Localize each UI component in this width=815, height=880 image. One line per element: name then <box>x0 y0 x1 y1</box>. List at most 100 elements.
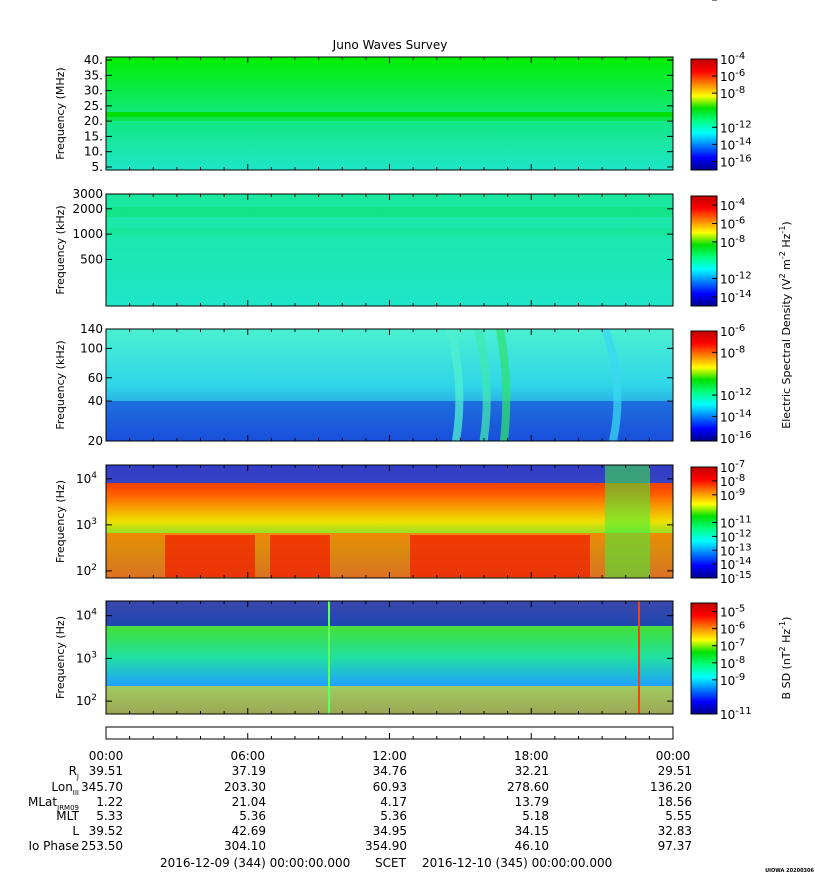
ephemeris-value: 60.93 <box>373 780 407 794</box>
panel-3: 140 100 60 40 20 Frequency (kHz) <box>54 322 674 448</box>
y-tick-label: 25. <box>84 99 103 113</box>
chart-title: Juno Waves Survey <box>332 38 448 52</box>
y-tick-label: 60 <box>88 371 103 385</box>
ephemeris-value: 5.55 <box>665 809 692 823</box>
colorbar-label-upper: Electric Spectral Density (V2 m-2 Hz-1) <box>778 221 793 428</box>
footer-stamp: UIOWA 20200306 <box>765 868 814 874</box>
y-tick-label: 102 <box>76 693 97 708</box>
colorbar-tick-label: 10-8 <box>720 344 745 360</box>
y-tick-label: 15. <box>84 129 103 143</box>
colorbar-scale <box>690 195 718 307</box>
y-axis-label: Frequency (Hz) <box>54 480 67 563</box>
band-edge <box>106 117 673 122</box>
colorbar-4: 10-710-810-910-1010-1110-1210-1310-1410-… <box>690 0 752 586</box>
colorbar-tick-label: 10-14 <box>720 408 752 424</box>
y-tick-label: 20. <box>84 114 103 128</box>
ephemeris-value: 34.76 <box>373 764 407 778</box>
y-tick-label: 104 <box>76 471 97 486</box>
colorbar-scale <box>690 58 718 171</box>
colorbars: 10-410-610-810-1010-1210-1410-1610-410-6… <box>690 0 752 722</box>
panel-5: 104 103 102 Frequency (Hz) <box>54 600 674 715</box>
y-tick-label: 2000 <box>72 202 103 216</box>
ephemeris-label: RJ <box>69 764 79 781</box>
ephemeris-value: 5.36 <box>239 809 266 823</box>
band-lower <box>106 228 673 236</box>
y-tick-label: 102 <box>76 563 97 578</box>
spectrogram-3 <box>106 329 673 441</box>
footer-end-time: 2016-12-10 (345) 00:00:00.000 <box>422 856 612 870</box>
ephemeris-value: 203.30 <box>224 780 266 794</box>
colorbar-tick-label: 10-8 <box>720 655 745 671</box>
time-axis: 00:00 06:00 12:00 18:00 00:00 <box>89 726 691 763</box>
colorbar-tick-label: 10-6 <box>720 621 745 637</box>
ephemeris-value: 5.18 <box>522 809 549 823</box>
ephemeris-value: 5.36 <box>380 809 407 823</box>
ephemeris-value: 5.33 <box>96 809 123 823</box>
colorbar-scale <box>690 602 718 715</box>
colorbar-5: 10-510-610-710-810-910-1010-11 <box>690 0 752 722</box>
emission-arc-3 <box>496 329 511 441</box>
time-tick-label: 00:00 <box>656 749 691 763</box>
y-tick-label: 35. <box>84 68 103 82</box>
ephemeris-value: 21.04 <box>232 795 266 809</box>
colorbar-tick-label: 10-12 <box>720 119 752 135</box>
y-axis-label: Frequency (MHz) <box>54 67 67 159</box>
colorbar-tick-label: 10-10 <box>720 0 752 3</box>
footer-start-time: 2016-12-09 (344) 00:00:00.000 <box>160 856 350 870</box>
band-21mhz <box>106 112 673 121</box>
colorbar-tick-label: 10-11 <box>720 706 752 722</box>
low-freq-band <box>106 401 673 441</box>
bright-region <box>605 465 650 578</box>
y-tick-label: 3000 <box>72 187 103 201</box>
spectrogram-1 <box>106 57 673 170</box>
colorbar-tick-label: 10-14 <box>720 289 752 305</box>
ephemeris-value: 39.52 <box>89 824 123 838</box>
colorbar-tick-label: 10-4 <box>720 197 745 213</box>
colorbar-tick-label: 10-5 <box>720 604 745 620</box>
footer-scet: SCET <box>375 856 407 870</box>
ephemeris-value: 136.20 <box>650 780 692 794</box>
ephemeris-value: 4.17 <box>380 795 407 809</box>
spectrogram-5 <box>106 601 673 714</box>
emission-arc-2 <box>474 329 491 441</box>
y-axis-label: Frequency (kHz) <box>54 205 67 294</box>
ephemeris-label: MLT <box>56 809 79 823</box>
y-tick-label: 1000 <box>72 227 103 241</box>
ephemeris-label: L <box>72 824 79 838</box>
y-tick-label: 40. <box>84 53 103 67</box>
ephemeris-value: 32.83 <box>658 824 692 838</box>
ephemeris-value: 97.37 <box>658 839 692 853</box>
spectrogram-4 <box>106 465 673 578</box>
colorbar-tick-label: 10-8 <box>720 85 745 101</box>
colorbar-label-lower: B SD (nT2 Hz-1) <box>778 617 793 700</box>
ephemeris-value: 354.90 <box>365 839 407 853</box>
panel-1: 40.35. 30.25.20.15. 10.5. Frequency (MHz) <box>54 53 674 174</box>
colorbar-tick-label: 10-16 <box>720 430 752 446</box>
time-tick-label: 18:00 <box>514 749 549 763</box>
y-tick-label: 20 <box>88 434 103 448</box>
colorbar-tick-label: 10-14 <box>720 136 752 152</box>
time-tick-label: 00:00 <box>89 749 124 763</box>
colorbar-tick-label: 10-16 <box>720 153 752 169</box>
colorbar-tick-label: 10-6 <box>720 216 745 232</box>
y-tick-label: 100 <box>80 341 103 355</box>
ephemeris-value: 1.22 <box>96 795 123 809</box>
emission-arc-1 <box>446 329 464 441</box>
colorbar-tick-label: 10-4 <box>720 51 745 67</box>
panel-4: 104 103 102 Frequency (Hz) <box>54 464 674 579</box>
ephemeris-value: 46.10 <box>515 839 549 853</box>
ephemeris-label: LonIII <box>51 780 79 797</box>
ephemeris-value: 34.95 <box>373 824 407 838</box>
spectrogram-panels: 40.35. 30.25.20.15. 10.5. Frequency (MHz) 30… <box>54 53 674 715</box>
y-tick-label: 103 <box>76 517 97 532</box>
colorbar-tick-label: 10-6 <box>720 68 745 84</box>
colorbar-tick-label: 10-9 <box>720 487 745 503</box>
y-axis-label: Frequency (kHz) <box>54 340 67 429</box>
band-upper <box>106 207 673 217</box>
y-tick-label: 40 <box>88 394 103 408</box>
colorbar-tick-label: 10-7 <box>720 638 745 654</box>
